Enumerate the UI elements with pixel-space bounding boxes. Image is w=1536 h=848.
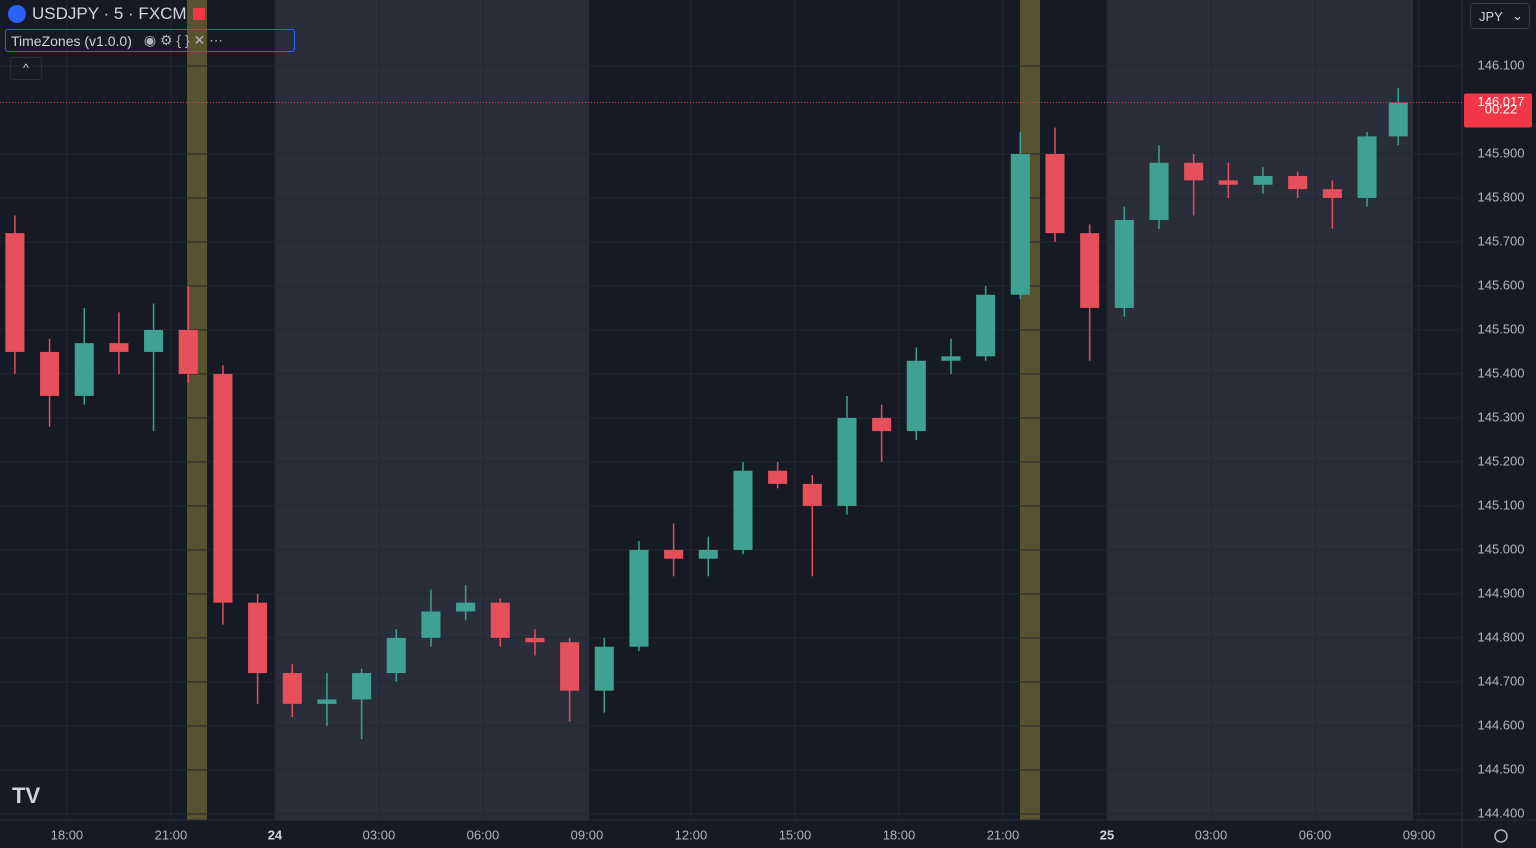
x-tick-label: 24: [268, 827, 283, 842]
flag-icon: [192, 8, 205, 20]
y-tick-label: 144.400: [1478, 805, 1525, 820]
candle-body: [5, 233, 25, 352]
candle-body: [40, 351, 60, 396]
candle-body: [802, 483, 822, 506]
timezone-marker: [187, 0, 207, 820]
currency-select[interactable]: JPY ⌄: [1470, 3, 1530, 29]
x-tick-label: 18:00: [51, 827, 84, 842]
x-tick-label: 15:00: [779, 827, 812, 842]
x-tick-label: 06:00: [1299, 827, 1332, 842]
candle-body: [837, 417, 857, 506]
x-tick-label: 03:00: [363, 827, 396, 842]
collapse-button[interactable]: ^: [10, 57, 42, 80]
session-zone: [1107, 0, 1413, 820]
y-tick-label: 144.600: [1478, 717, 1525, 732]
candle-body: [178, 329, 198, 374]
candle-body: [282, 673, 302, 704]
candle-body: [317, 699, 337, 704]
symbol-header[interactable]: USDJPY · 5 · FXCM: [8, 4, 205, 24]
candle-body: [248, 602, 268, 674]
x-tick-label: 09:00: [571, 827, 604, 842]
y-tick-label: 144.700: [1478, 673, 1525, 688]
session-zone: [275, 0, 589, 820]
candle-body: [872, 417, 892, 432]
candle-body: [629, 549, 649, 647]
candle-body: [1184, 162, 1204, 181]
y-tick-label: 144.800: [1478, 629, 1525, 644]
candle-body: [144, 329, 164, 352]
x-tick-label: 21:00: [155, 827, 188, 842]
settings-icon[interactable]: [1494, 829, 1508, 843]
timezone-marker: [1020, 0, 1040, 820]
y-tick-label: 144.500: [1478, 761, 1525, 776]
candle-body: [1010, 153, 1030, 295]
candle-body: [1253, 175, 1273, 185]
y-tick-label: 145.200: [1478, 453, 1525, 468]
candle-body: [976, 294, 996, 357]
candle-body: [1357, 136, 1377, 198]
candle-body: [560, 642, 580, 691]
candle-body: [664, 549, 684, 559]
candle-body: [1045, 153, 1065, 234]
last-price-box: [1464, 93, 1532, 128]
candle-body: [421, 611, 441, 638]
candle-body: [906, 360, 926, 432]
candle-body: [456, 602, 476, 612]
y-tick-label: 145.400: [1478, 365, 1525, 380]
symbol: USDJPY · 5 · FXCM: [32, 4, 187, 23]
y-tick-label: 145.700: [1478, 233, 1525, 248]
candle-body: [1114, 219, 1134, 308]
candle-body: [733, 470, 753, 550]
countdown: 00:22: [1485, 101, 1518, 116]
candle-body: [768, 470, 788, 484]
candle-body: [1322, 189, 1342, 198]
candle-body: [941, 356, 961, 361]
candle-body: [1080, 233, 1100, 308]
x-tick-label: 25: [1100, 827, 1114, 842]
x-tick-label: 09:00: [1403, 827, 1436, 842]
candle-body: [698, 549, 718, 559]
indicator-name: TimeZones (v1.0.0): [11, 32, 132, 49]
y-tick-label: 145.800: [1478, 189, 1525, 204]
candle-body: [490, 602, 510, 638]
candle-body: [1149, 162, 1169, 220]
x-tick-label: 03:00: [1195, 827, 1228, 842]
candle-body: [1218, 180, 1238, 185]
x-tick-label: 21:00: [987, 827, 1020, 842]
candle-body: [74, 343, 94, 396]
indicator-icons[interactable]: ◉ ⚙ { } ✕ ⋯: [143, 32, 224, 48]
candle-body: [594, 646, 614, 691]
indicator-legend[interactable]: TimeZones (v1.0.0) ◉ ⚙ { } ✕ ⋯: [5, 29, 295, 52]
candle-body: [213, 373, 233, 603]
candle-body: [525, 637, 545, 643]
x-tick-label: 12:00: [675, 827, 708, 842]
flag: [8, 5, 26, 23]
y-tick-label: 145.600: [1478, 277, 1525, 292]
candle-body: [1388, 102, 1408, 137]
candle-body: [109, 343, 129, 352]
candle-body: [1288, 175, 1308, 190]
candle-body: [386, 637, 406, 674]
y-tick-label: 145.300: [1478, 409, 1525, 424]
last-price-label: 146.017: [1478, 94, 1525, 109]
candle-body: [352, 673, 372, 700]
y-tick-label: 145.500: [1478, 321, 1525, 336]
svg-text:TV: TV: [12, 783, 40, 808]
logo: TV: [12, 783, 40, 808]
y-tick-label: 145.000: [1478, 541, 1525, 556]
currency: JPY: [1479, 8, 1503, 24]
y-tick-label: 145.100: [1478, 497, 1525, 512]
y-tick-label: 144.900: [1478, 585, 1525, 600]
y-tick-label: 146.100: [1478, 57, 1525, 72]
y-tick-label: 145.900: [1478, 145, 1525, 160]
x-tick-label: 06:00: [467, 827, 500, 842]
x-tick-label: 18:00: [883, 827, 916, 842]
